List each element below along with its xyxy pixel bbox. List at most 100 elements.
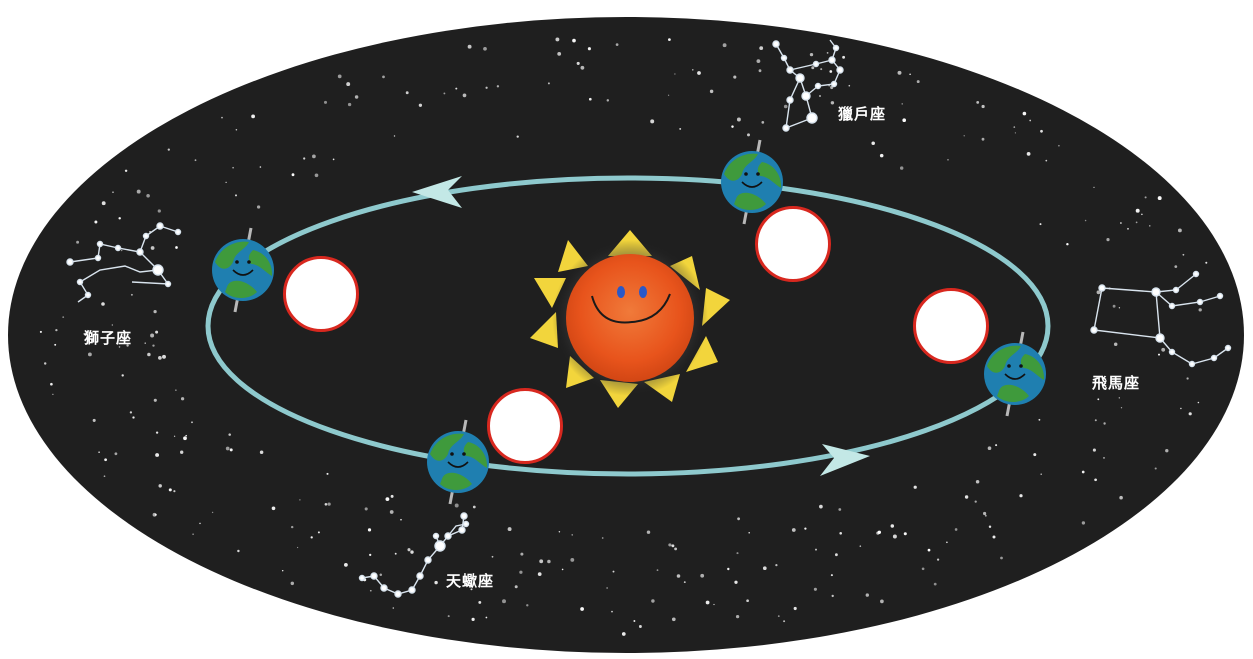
star xyxy=(221,116,223,119)
star xyxy=(759,46,764,50)
star xyxy=(43,362,47,365)
star xyxy=(674,547,678,551)
star xyxy=(572,38,576,43)
star xyxy=(671,544,675,548)
star xyxy=(539,559,544,564)
star xyxy=(734,580,738,584)
star xyxy=(933,582,937,586)
star xyxy=(615,43,619,46)
star xyxy=(683,581,686,584)
star xyxy=(633,620,636,622)
star xyxy=(443,92,446,95)
star xyxy=(347,102,352,107)
star xyxy=(229,448,233,452)
star xyxy=(299,499,301,501)
star xyxy=(155,431,159,434)
star xyxy=(470,588,473,591)
star xyxy=(676,574,681,578)
star xyxy=(839,532,842,535)
leo-constellation-icon xyxy=(66,222,182,303)
star xyxy=(1118,307,1121,309)
label-leo: 獅子座 xyxy=(84,329,133,347)
star xyxy=(136,189,141,194)
star xyxy=(155,330,159,334)
star xyxy=(900,166,904,170)
star xyxy=(651,599,655,603)
star xyxy=(909,73,911,76)
star xyxy=(692,69,694,71)
star xyxy=(326,472,329,475)
star xyxy=(901,103,903,105)
star xyxy=(987,446,992,451)
star xyxy=(235,194,237,197)
star xyxy=(1186,377,1189,380)
star xyxy=(1141,213,1143,216)
star xyxy=(332,158,335,161)
star xyxy=(185,434,187,437)
star xyxy=(153,398,157,402)
star xyxy=(111,324,113,326)
star xyxy=(880,599,884,604)
star xyxy=(400,518,402,521)
star xyxy=(393,135,396,137)
star xyxy=(756,59,761,63)
star xyxy=(290,525,294,529)
star xyxy=(705,600,710,605)
star xyxy=(369,589,372,592)
star xyxy=(152,512,157,517)
star xyxy=(87,352,92,357)
star xyxy=(793,606,797,611)
star xyxy=(830,574,833,577)
star xyxy=(558,531,561,533)
orbit-arrow-top-icon xyxy=(412,176,462,208)
star xyxy=(892,534,897,539)
star xyxy=(783,620,786,623)
star xyxy=(167,148,170,151)
star xyxy=(667,94,670,96)
star xyxy=(588,97,592,101)
star xyxy=(1033,453,1037,457)
star xyxy=(472,505,476,509)
star xyxy=(748,532,750,534)
star xyxy=(1093,186,1095,189)
star xyxy=(981,137,985,141)
star xyxy=(746,599,749,603)
star xyxy=(191,421,193,424)
star xyxy=(92,418,96,422)
star xyxy=(259,166,262,168)
star xyxy=(761,121,765,124)
star xyxy=(369,553,372,557)
star xyxy=(405,91,409,95)
star xyxy=(995,444,998,447)
star xyxy=(815,548,817,551)
star xyxy=(158,356,162,360)
star xyxy=(811,66,815,70)
star xyxy=(1081,521,1086,525)
star xyxy=(877,117,880,120)
star xyxy=(547,559,551,564)
star xyxy=(418,103,423,107)
star xyxy=(129,411,133,414)
star xyxy=(394,552,397,555)
star xyxy=(1097,398,1100,401)
star xyxy=(1113,342,1118,346)
star xyxy=(1103,457,1105,459)
star xyxy=(722,43,727,48)
star xyxy=(747,133,750,137)
star xyxy=(697,71,701,75)
star xyxy=(1039,223,1042,226)
star xyxy=(561,568,564,571)
star xyxy=(890,524,895,528)
star xyxy=(902,118,907,123)
star xyxy=(1096,290,1101,295)
star xyxy=(601,537,604,539)
star xyxy=(819,504,823,509)
star xyxy=(571,534,573,536)
star xyxy=(737,517,741,521)
star xyxy=(1029,119,1032,122)
star xyxy=(303,157,306,160)
star xyxy=(144,342,146,344)
star xyxy=(55,328,58,332)
star xyxy=(118,217,121,220)
star xyxy=(964,495,969,499)
